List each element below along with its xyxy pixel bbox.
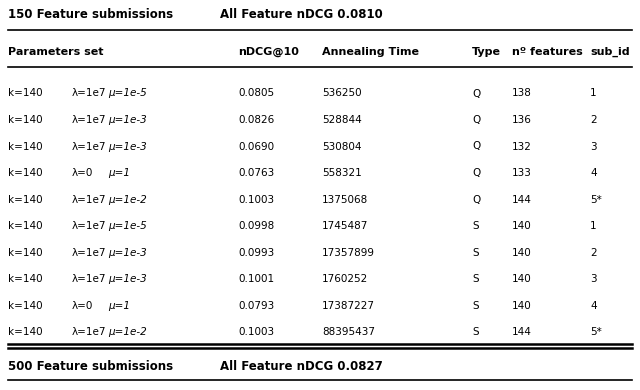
Text: k=140: k=140	[8, 248, 43, 257]
Text: S: S	[472, 274, 479, 284]
Text: 5*: 5*	[590, 195, 602, 204]
Text: 150 Feature submissions: 150 Feature submissions	[8, 9, 173, 21]
Text: sub_id: sub_id	[590, 47, 630, 57]
Text: S: S	[472, 248, 479, 257]
Text: 17357899: 17357899	[322, 248, 375, 257]
Text: 528844: 528844	[322, 115, 362, 125]
Text: λ=1e7: λ=1e7	[72, 115, 106, 125]
Text: μ=1e-3: μ=1e-3	[108, 248, 147, 257]
Text: μ=1e-2: μ=1e-2	[108, 195, 147, 204]
Text: 2: 2	[590, 115, 596, 125]
Text: S: S	[472, 221, 479, 231]
Text: 88395437: 88395437	[322, 327, 375, 337]
Text: λ=1e7: λ=1e7	[72, 274, 106, 284]
Text: 0.1003: 0.1003	[238, 327, 274, 337]
Text: Q: Q	[472, 168, 480, 178]
Text: λ=1e7: λ=1e7	[72, 327, 106, 337]
Text: k=140: k=140	[8, 142, 43, 151]
Text: μ=1: μ=1	[108, 168, 130, 178]
Text: 0.0690: 0.0690	[238, 142, 274, 151]
Text: λ=1e7: λ=1e7	[72, 142, 106, 151]
Text: 138: 138	[512, 89, 532, 99]
Text: λ=1e7: λ=1e7	[72, 221, 106, 231]
Text: Annealing Time: Annealing Time	[322, 47, 419, 57]
Text: k=140: k=140	[8, 221, 43, 231]
Text: 1745487: 1745487	[322, 221, 369, 231]
Text: 0.0998: 0.0998	[238, 221, 275, 231]
Text: nº features: nº features	[512, 47, 583, 57]
Text: 1: 1	[590, 89, 596, 99]
Text: k=140: k=140	[8, 274, 43, 284]
Text: S: S	[472, 301, 479, 310]
Text: k=140: k=140	[8, 327, 43, 337]
Text: Parameters set: Parameters set	[8, 47, 104, 57]
Text: 558321: 558321	[322, 168, 362, 178]
Text: 3: 3	[590, 142, 596, 151]
Text: 530804: 530804	[322, 142, 362, 151]
Text: 0.0826: 0.0826	[238, 115, 275, 125]
Text: nDCG@10: nDCG@10	[238, 47, 299, 57]
Text: λ=1e7: λ=1e7	[72, 248, 106, 257]
Text: λ=0: λ=0	[72, 301, 93, 310]
Text: 536250: 536250	[322, 89, 362, 99]
Text: 140: 140	[512, 301, 532, 310]
Text: k=140: k=140	[8, 301, 43, 310]
Text: μ=1e-3: μ=1e-3	[108, 274, 147, 284]
Text: μ=1: μ=1	[108, 301, 130, 310]
Text: 132: 132	[512, 142, 532, 151]
Text: Q: Q	[472, 89, 480, 99]
Text: k=140: k=140	[8, 89, 43, 99]
Text: 1375068: 1375068	[322, 195, 368, 204]
Text: k=140: k=140	[8, 115, 43, 125]
Text: Q: Q	[472, 115, 480, 125]
Text: 140: 140	[512, 248, 532, 257]
Text: μ=1e-3: μ=1e-3	[108, 115, 147, 125]
Text: μ=1e-3: μ=1e-3	[108, 142, 147, 151]
Text: 2: 2	[590, 248, 596, 257]
Text: 1760252: 1760252	[322, 274, 368, 284]
Text: Type: Type	[472, 47, 501, 57]
Text: k=140: k=140	[8, 195, 43, 204]
Text: 0.1003: 0.1003	[238, 195, 274, 204]
Text: λ=1e7: λ=1e7	[72, 89, 106, 99]
Text: 0.0993: 0.0993	[238, 248, 275, 257]
Text: Q: Q	[472, 142, 480, 151]
Text: μ=1e-5: μ=1e-5	[108, 221, 147, 231]
Text: 500 Feature submissions: 500 Feature submissions	[8, 360, 173, 372]
Text: 0.1001: 0.1001	[238, 274, 274, 284]
Text: λ=0: λ=0	[72, 168, 93, 178]
Text: 140: 140	[512, 221, 532, 231]
Text: 0.0805: 0.0805	[238, 89, 274, 99]
Text: λ=1e7: λ=1e7	[72, 195, 106, 204]
Text: S: S	[472, 327, 479, 337]
Text: μ=1e-2: μ=1e-2	[108, 327, 147, 337]
Text: 17387227: 17387227	[322, 301, 375, 310]
Text: Q: Q	[472, 195, 480, 204]
Text: k=140: k=140	[8, 168, 43, 178]
Text: 3: 3	[590, 274, 596, 284]
Text: 0.0793: 0.0793	[238, 301, 275, 310]
Text: 0.0763: 0.0763	[238, 168, 275, 178]
Text: 144: 144	[512, 327, 532, 337]
Text: All Feature nDCG 0.0810: All Feature nDCG 0.0810	[220, 9, 383, 21]
Text: 4: 4	[590, 168, 596, 178]
Text: 136: 136	[512, 115, 532, 125]
Text: 140: 140	[512, 274, 532, 284]
Text: 1: 1	[590, 221, 596, 231]
Text: 144: 144	[512, 195, 532, 204]
Text: 4: 4	[590, 301, 596, 310]
Text: μ=1e-5: μ=1e-5	[108, 89, 147, 99]
Text: 5*: 5*	[590, 327, 602, 337]
Text: 133: 133	[512, 168, 532, 178]
Text: All Feature nDCG 0.0827: All Feature nDCG 0.0827	[220, 360, 383, 372]
